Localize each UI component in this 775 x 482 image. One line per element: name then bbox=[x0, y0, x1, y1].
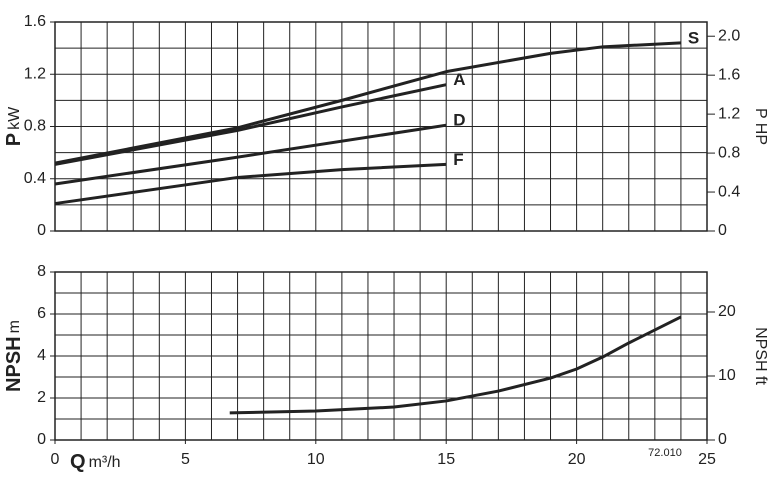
axis-symbol: NPSH bbox=[3, 336, 25, 392]
y2-tick-label: 10 bbox=[718, 367, 736, 384]
x-tick-label: 10 bbox=[307, 451, 325, 468]
y-tick-label: 0.4 bbox=[24, 170, 46, 187]
y2-tick-label: 0.4 bbox=[718, 183, 740, 200]
curve bbox=[54, 41, 681, 165]
curve-label: S bbox=[688, 28, 699, 47]
y2-axis-label: P HP bbox=[752, 108, 769, 145]
curve-label: D bbox=[453, 111, 465, 130]
axis-unit: m bbox=[6, 320, 23, 333]
y2-tick-label: 0 bbox=[718, 222, 727, 239]
y-tick-label: 8 bbox=[37, 263, 46, 280]
curve-label: F bbox=[453, 150, 463, 169]
y2-tick-label: 0.8 bbox=[718, 144, 740, 161]
y-tick-label: 6 bbox=[37, 305, 46, 322]
curve bbox=[54, 162, 447, 206]
axis-unit: m³/h bbox=[89, 454, 121, 471]
x-tick-label: 15 bbox=[437, 451, 455, 468]
x-tick-label: 20 bbox=[568, 451, 586, 468]
axis-symbol: Q bbox=[70, 451, 86, 473]
curve bbox=[229, 315, 682, 415]
curve bbox=[54, 123, 447, 186]
y-tick-label: 1.6 bbox=[24, 13, 46, 30]
axis-label: NPSH m bbox=[3, 320, 25, 392]
axis-unit: kW bbox=[6, 106, 23, 130]
curve-label: A bbox=[453, 70, 465, 89]
x-tick-label: 0 bbox=[51, 451, 60, 468]
axis-symbol: P bbox=[3, 133, 25, 146]
y-tick-label: 0 bbox=[37, 222, 46, 239]
y-tick-label: 1.2 bbox=[24, 65, 46, 82]
y-tick-label: 0 bbox=[37, 431, 46, 448]
x-tick-label: 5 bbox=[181, 451, 190, 468]
y-tick-label: 4 bbox=[37, 347, 46, 364]
x-tick-label: 25 bbox=[698, 451, 716, 468]
y2-tick-label: 0 bbox=[718, 431, 727, 448]
annotation: 72.010 bbox=[648, 447, 682, 459]
y2-tick-label: 20 bbox=[718, 303, 736, 320]
axis-label: PkW bbox=[3, 106, 25, 146]
curve bbox=[54, 83, 447, 166]
y-tick-label: 2 bbox=[37, 389, 46, 406]
y2-tick-label: 1.2 bbox=[718, 105, 740, 122]
y-tick-label: 0.8 bbox=[24, 118, 46, 135]
y2-tick-label: 1.6 bbox=[718, 66, 740, 83]
y2-tick-label: 2.0 bbox=[718, 27, 740, 44]
y2-axis-label: NPSH ft bbox=[752, 327, 769, 385]
